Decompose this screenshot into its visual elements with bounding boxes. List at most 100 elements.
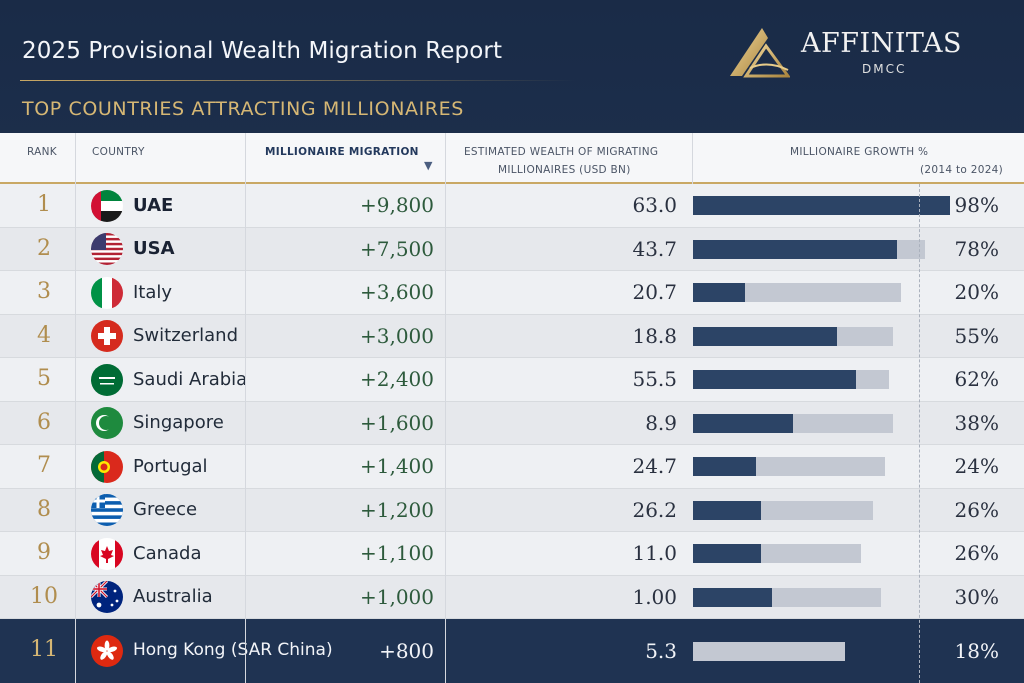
affinitas-logo: AFFINITAS DMCC (728, 24, 988, 84)
table-row[interactable]: 3 Italy +3,600 20.7 20% (0, 271, 1024, 315)
growth-percent: 26% (954, 497, 999, 522)
growth-bar (693, 239, 897, 259)
column-divider (692, 133, 693, 184)
migration-header[interactable]: MILLIONAIRE MIGRATION (265, 146, 419, 158)
country-name: Switzerland (133, 325, 238, 347)
rank-cell: 5 (37, 366, 51, 392)
growth-reference-line (919, 184, 920, 683)
wealth-header-line2: MILLIONAIRES (USD BN) (498, 164, 631, 176)
wealth-value: 18.8 (632, 323, 677, 348)
title-divider (20, 80, 576, 81)
growth-percent: 38% (954, 410, 999, 435)
hong-kong-flag-icon (91, 635, 123, 667)
country-name: Australia (133, 586, 213, 608)
growth-percent: 55% (954, 323, 999, 348)
table-row[interactable]: 8 Greece +1,200 26.2 26% (0, 488, 1024, 532)
growth-percent: 78% (954, 236, 999, 261)
growth-bar (693, 587, 772, 607)
wealth-value: 24.7 (632, 454, 677, 479)
migration-value: +2,400 (359, 367, 434, 392)
country-name: USA (133, 238, 175, 260)
growth-bar (693, 544, 761, 564)
migration-value: +1,100 (359, 541, 434, 566)
wealth-value: 63.0 (632, 193, 677, 218)
migration-value: +1,400 (359, 454, 434, 479)
saudi-arabia-flag-icon (91, 363, 123, 396)
migration-value: +1,600 (359, 410, 434, 435)
table-row[interactable]: 6 Singapore +1,600 8.9 38% (0, 401, 1024, 445)
report-subtitle: TOP COUNTRIES ATTRACTING MILLIONAIRES (22, 98, 464, 120)
rankings-table: RANK COUNTRY MILLIONAIRE MIGRATION ▼ EST… (0, 133, 1024, 683)
singapore-flag-icon (91, 407, 123, 440)
rank-header: RANK (27, 146, 57, 158)
rank-cell: 9 (37, 540, 51, 566)
migration-value: +1,200 (359, 497, 434, 522)
uae-flag-icon (91, 189, 123, 222)
table-row[interactable]: 4 Switzerland +3,000 18.8 55% (0, 314, 1024, 358)
wealth-value: 55.5 (632, 367, 677, 392)
country-name: Saudi Arabia (133, 368, 248, 390)
migration-value: +3,600 (359, 280, 434, 305)
growth-bar (693, 326, 837, 346)
migration-value: +9,800 (359, 193, 434, 218)
country-name: UAE (133, 194, 174, 216)
rank-cell: 10 (30, 583, 58, 609)
growth-bar-track (693, 641, 845, 661)
migration-value: +800 (379, 638, 434, 663)
growth-percent: 62% (954, 367, 999, 392)
growth-percent: 24% (954, 454, 999, 479)
growth-bar (693, 457, 756, 477)
logo-subtext: DMCC (862, 62, 907, 76)
growth-bar (693, 283, 745, 303)
portugal-flag-icon (91, 450, 123, 483)
growth-header-line2: (2014 to 2024) (920, 164, 1004, 176)
table-header: RANK COUNTRY MILLIONAIRE MIGRATION ▼ EST… (0, 133, 1024, 184)
growth-percent: 30% (954, 584, 999, 609)
wealth-value: 20.7 (632, 280, 677, 305)
sort-down-icon[interactable]: ▼ (424, 159, 433, 172)
wealth-value: 43.7 (632, 236, 677, 261)
growth-header-line1: MILLIONAIRE GROWTH % (790, 146, 929, 158)
country-name: Singapore (133, 412, 224, 434)
country-name: Portugal (133, 455, 208, 477)
growth-percent: 20% (954, 280, 999, 305)
migration-value: +3,000 (359, 323, 434, 348)
table-row[interactable]: 10 Australia +1,000 1.00 30% (0, 575, 1024, 619)
country-name: Hong Kong (SAR China) (133, 639, 333, 660)
growth-percent: 98% (954, 193, 999, 218)
usa-flag-icon (91, 233, 123, 266)
growth-bar (693, 413, 793, 433)
report-title: 2025 Provisional Wealth Migration Report (22, 38, 503, 64)
table-row[interactable]: 11 Hong Kong (SAR China) +800 5.3 18% (0, 619, 1024, 683)
column-divider (75, 133, 76, 683)
country-header: COUNTRY (92, 146, 145, 158)
migration-value: +7,500 (359, 236, 434, 261)
growth-bar (693, 196, 950, 216)
table-row[interactable]: 7 Portugal +1,400 24.7 24% (0, 445, 1024, 489)
rank-cell: 7 (37, 453, 51, 479)
migration-value: +1,000 (359, 584, 434, 609)
logo-wordmark: AFFINITAS (801, 28, 962, 59)
growth-bar (693, 370, 856, 390)
rank-cell: 4 (37, 322, 51, 348)
table-row[interactable]: 2 USA +7,500 43.7 78% (0, 227, 1024, 271)
table-row[interactable]: 5 Saudi Arabia +2,400 55.5 62% (0, 358, 1024, 402)
table-row[interactable]: 9 Canada +1,100 11.0 26% (0, 532, 1024, 576)
rank-cell: 2 (37, 235, 51, 261)
canada-flag-icon (91, 537, 123, 570)
wealth-value: 5.3 (645, 638, 677, 663)
rank-cell: 8 (37, 496, 51, 522)
column-divider (445, 133, 446, 683)
growth-percent: 26% (954, 541, 999, 566)
column-divider (245, 133, 246, 683)
growth-bar-track (693, 283, 901, 303)
rank-cell: 1 (37, 192, 51, 218)
rank-cell: 3 (37, 279, 51, 305)
australia-flag-icon (91, 581, 123, 614)
table-row[interactable]: 1 UAE +9,800 63.0 98% (0, 184, 1024, 228)
growth-bar (693, 500, 761, 520)
greece-flag-icon (91, 494, 123, 527)
switzerland-flag-icon (91, 320, 123, 353)
italy-flag-icon (91, 276, 123, 309)
